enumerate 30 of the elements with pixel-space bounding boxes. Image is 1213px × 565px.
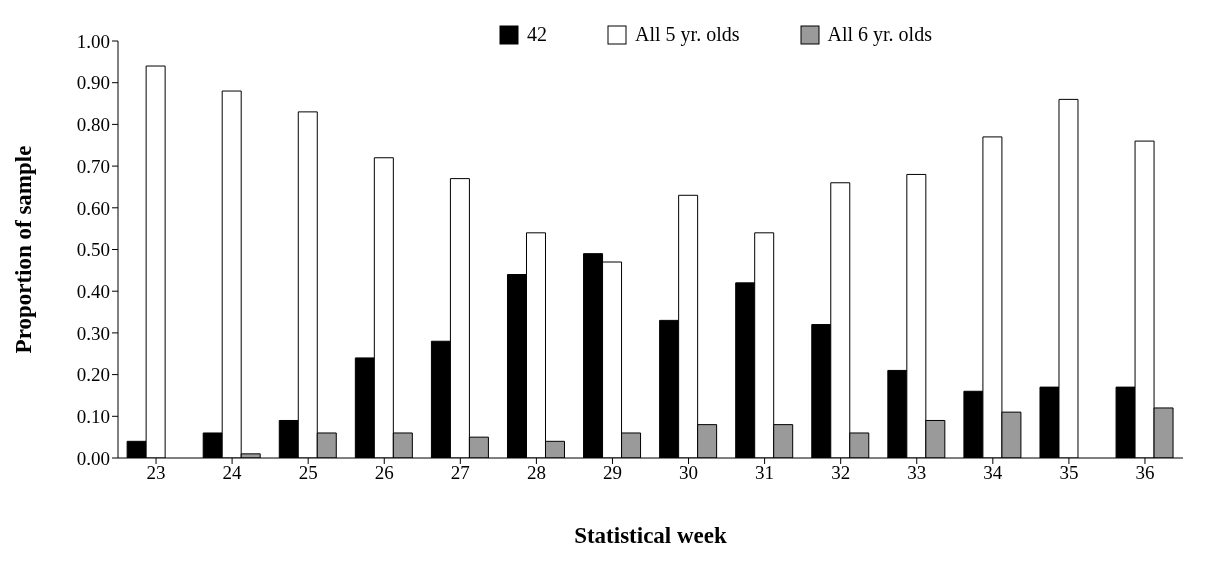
y-tick-label: 0.90 (76, 72, 110, 94)
y-tick-label: 0.60 (76, 197, 110, 219)
x-tick-label: 23 (146, 462, 166, 484)
x-tick-label: 34 (983, 462, 1003, 484)
x-tick-label: 33 (907, 462, 927, 484)
y-tick-label: 0.50 (76, 239, 110, 261)
x-tick-label: 35 (1059, 462, 1079, 484)
y-tick-label: 0.80 (76, 114, 110, 136)
x-axis-title: Statistical week (574, 523, 728, 548)
x-tick-label: 24 (222, 462, 243, 484)
y-axis-title: Proportion of sample (11, 145, 37, 354)
x-tick-label: 26 (374, 462, 394, 484)
x-tick-label: 32 (831, 462, 851, 484)
y-tick-label: 0.10 (76, 406, 110, 428)
y-tick-label: 0.40 (76, 280, 110, 302)
y-tick-label: 0.20 (76, 364, 110, 386)
legend-label: All 5 yr. olds (635, 23, 740, 46)
y-tick-label: 0.70 (76, 155, 110, 177)
y-tick-label: 1.00 (76, 30, 110, 52)
x-tick-label: 25 (298, 462, 318, 484)
x-tick-label: 30 (679, 462, 699, 484)
y-tick-label: 0.30 (76, 322, 110, 344)
x-tick-label: 27 (450, 462, 470, 484)
y-tick-label: 0.00 (76, 447, 110, 469)
legend-label: All 6 yr. olds (827, 23, 932, 46)
x-tick-label: 31 (755, 462, 775, 484)
x-tick-label: 28 (526, 462, 546, 484)
x-tick-label: 29 (602, 462, 622, 484)
legend-label: 42 (527, 23, 548, 46)
x-tick-label: 36 (1135, 462, 1155, 484)
